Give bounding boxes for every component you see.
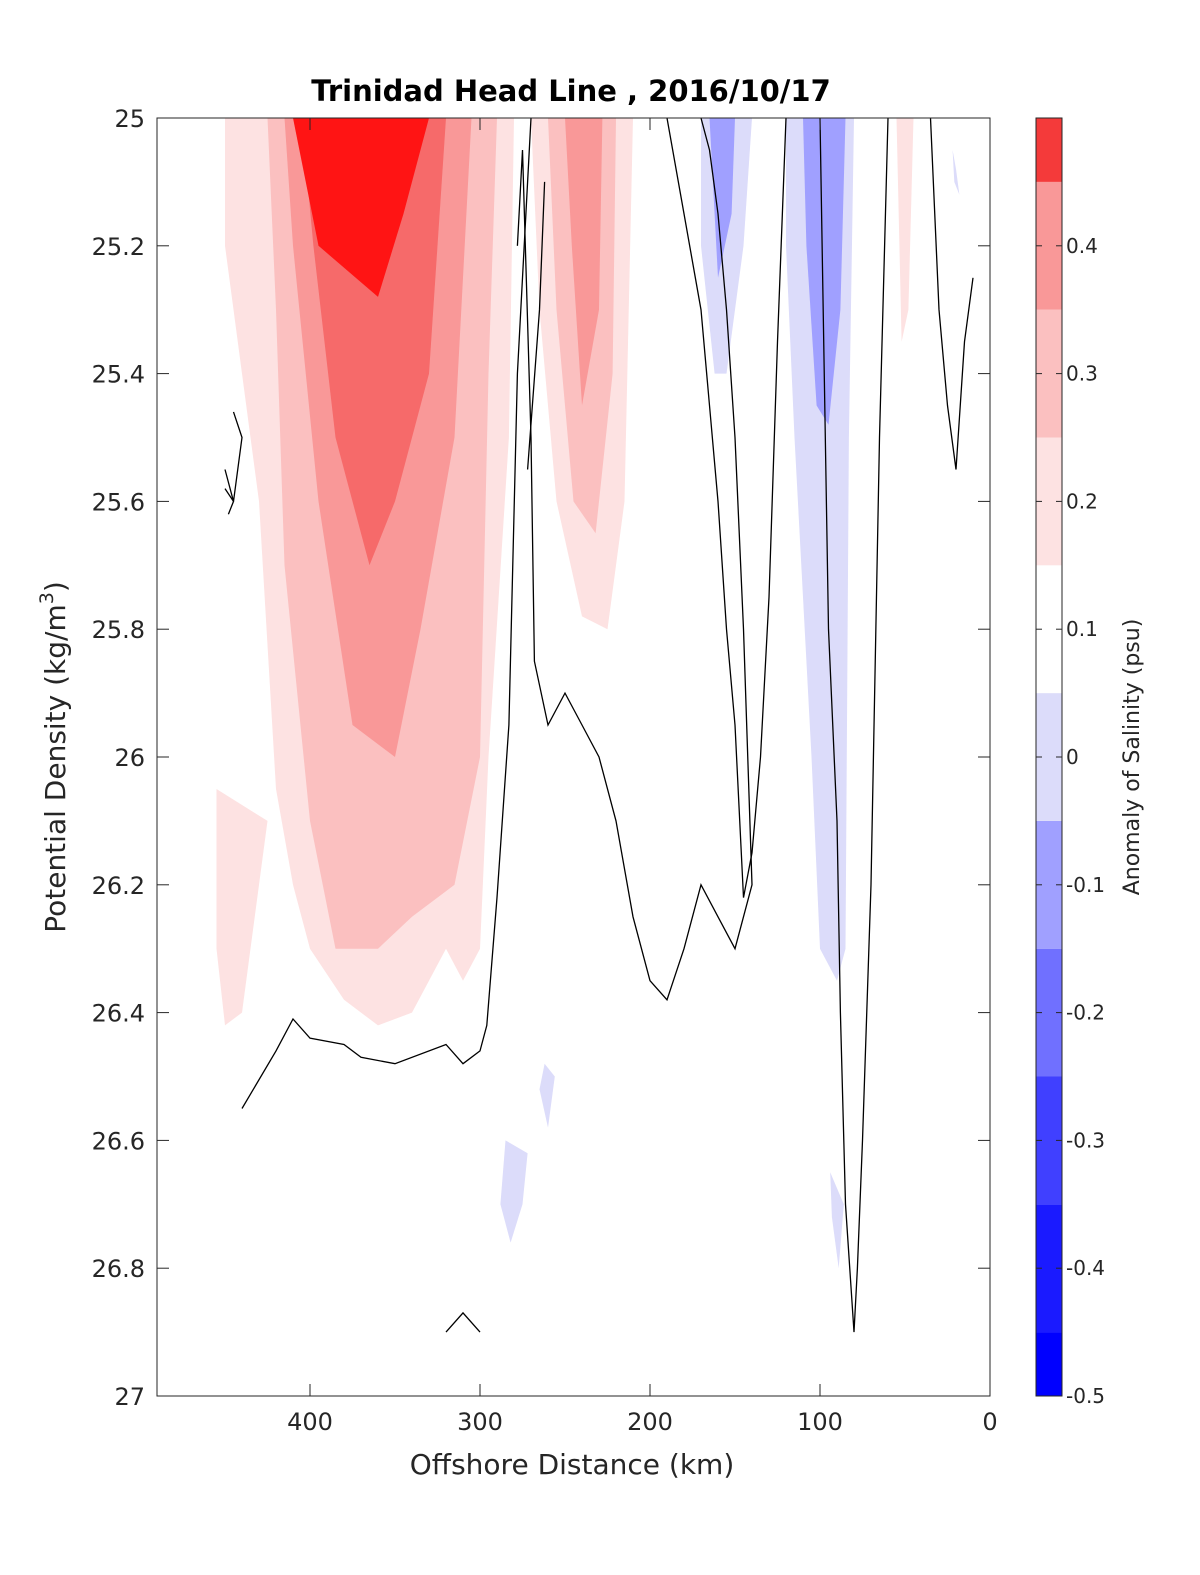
y-tick-label: 26 xyxy=(114,744,145,772)
negative-anomaly-region xyxy=(539,1063,555,1128)
zero-contour-line xyxy=(666,117,787,898)
negative-anomaly-region xyxy=(709,118,735,278)
y-tick-label: 26.4 xyxy=(92,1000,145,1028)
y-tick-label: 25.6 xyxy=(92,488,145,516)
zero-contour-line xyxy=(819,117,889,1333)
negative-anomaly-region xyxy=(830,1172,844,1269)
colorbar-tick-label: 0.3 xyxy=(1066,362,1098,386)
zero-contour-line xyxy=(516,117,753,1002)
x-tick-label: 300 xyxy=(457,1408,503,1436)
contour-fills xyxy=(216,118,960,1269)
colorbar-tick-label: -0.4 xyxy=(1066,1256,1105,1280)
colorbar-ticks: -0.5 -0.4 -0.3 -0.2 -0.1 0 0.1 0.2 0.3 0.4 xyxy=(1036,234,1105,1408)
y-axis-label-main: Potential Density (kg/m xyxy=(39,604,72,933)
y-axis-label-close: ) xyxy=(39,581,72,592)
colorbar-tick-label: -0.5 xyxy=(1066,1384,1105,1408)
zero-contour-line xyxy=(929,117,974,470)
colorbar-segment xyxy=(1036,118,1062,182)
y-tick-label: 25 xyxy=(114,105,145,133)
negative-anomaly-region xyxy=(803,118,846,425)
y-axis-ticks: 25 25.2 25.4 25.6 25.8 26 26.2 26.4 26.6 26.8 27 xyxy=(92,105,990,1411)
y-tick-label: 26.8 xyxy=(92,1255,145,1283)
colorbar-tick-label: -0.1 xyxy=(1066,873,1105,897)
zero-contour-line xyxy=(224,488,235,515)
zero-contour-line xyxy=(224,411,243,502)
colorbar-tick-label: 0.2 xyxy=(1066,489,1098,513)
x-tick-label: 200 xyxy=(627,1408,673,1436)
zero-contour-lines xyxy=(224,117,974,1333)
zero-contour-line xyxy=(445,1311,481,1333)
y-axis-label-superscript: 3 xyxy=(36,592,58,604)
x-axis-label: Offshore Distance (km) xyxy=(410,1448,735,1481)
zero-contour-line xyxy=(526,181,546,470)
negative-anomaly-region xyxy=(820,118,834,182)
x-axis-ticks: 400 300 200 100 0 xyxy=(287,118,998,1436)
colorbar-label: Anomaly of Salinity (psu) xyxy=(1120,619,1145,896)
colorbar-tick-label: -0.3 xyxy=(1066,1128,1105,1152)
colorbar-tick-label: 0 xyxy=(1066,745,1079,769)
plot-area: 400 300 200 100 0 25 25.2 25.4 25.6 25.8 26 26.2 26… xyxy=(92,105,998,1436)
positive-anomaly-region xyxy=(216,789,268,1026)
y-tick-label: 26.2 xyxy=(92,872,145,900)
chart-title: Trinidad Head Line , 2016/10/17 xyxy=(311,74,831,108)
y-tick-label: 26.6 xyxy=(92,1127,145,1155)
positive-anomaly-region xyxy=(565,118,603,406)
y-tick-label: 25.2 xyxy=(92,233,145,261)
y-axis-label: Potential Density (kg/m3) xyxy=(36,581,72,933)
y-tick-label: 25.4 xyxy=(92,361,145,389)
positive-anomaly-region xyxy=(896,118,914,342)
colorbar-tick-label: 0.1 xyxy=(1066,617,1098,641)
negative-anomaly-region xyxy=(952,150,960,195)
negative-anomaly-region xyxy=(500,1140,528,1243)
x-tick-label: 400 xyxy=(287,1408,333,1436)
x-tick-label: 100 xyxy=(797,1408,843,1436)
colorbar: -0.5 -0.4 -0.3 -0.2 -0.1 0 0.1 0.2 0.3 0.4 Anomal… xyxy=(1035,117,1145,1408)
colorbar-tick-label: -0.2 xyxy=(1066,1001,1105,1025)
y-tick-label: 25.8 xyxy=(92,616,145,644)
colorbar-segment xyxy=(1036,1332,1062,1396)
y-tick-label: 27 xyxy=(114,1383,145,1411)
positive-anomaly-core xyxy=(293,118,429,297)
zero-contour-line xyxy=(241,117,532,1109)
colorbar-tick-label: 0.4 xyxy=(1066,234,1098,258)
x-tick-label: 0 xyxy=(982,1408,997,1436)
